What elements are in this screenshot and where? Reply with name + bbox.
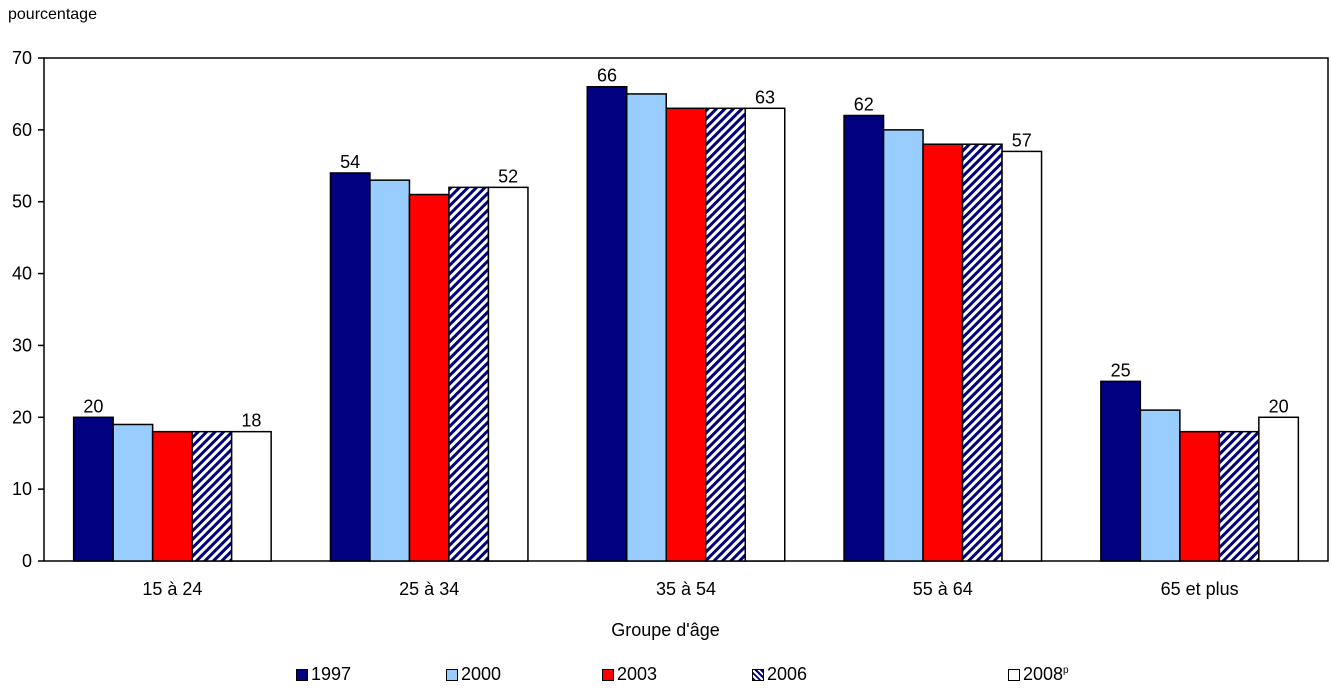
legend-item-2006: 2006 <box>752 664 807 685</box>
legend-item-1997: 1997 <box>296 664 351 685</box>
data-label: 66 <box>597 66 617 86</box>
bar-2000-3 <box>882 129 924 562</box>
y-tick-label: 70 <box>12 48 32 68</box>
y-tick-label: 30 <box>12 335 32 355</box>
x-axis-title: Groupe d'âge <box>611 620 720 640</box>
bar-1997-1 <box>329 172 371 562</box>
y-tick-label: 40 <box>12 264 32 284</box>
legend-swatch <box>1008 668 1020 681</box>
legend-label: 2006 <box>767 664 808 684</box>
y-axis-title: pourcentage <box>8 6 97 23</box>
bar-2008-0 <box>230 430 272 562</box>
bar-2000-4 <box>1139 409 1181 562</box>
bar-2000-0 <box>112 423 154 562</box>
bar-1997-3 <box>843 114 885 562</box>
data-label: 52 <box>498 166 518 186</box>
bar-1997-2 <box>586 85 628 562</box>
bar-2008-2 <box>744 107 786 562</box>
data-label: 20 <box>83 396 103 416</box>
data-label: 25 <box>1111 360 1131 380</box>
y-tick-label: 60 <box>12 120 32 140</box>
bar-2006-0 <box>191 430 233 562</box>
legend-label: 2003 <box>617 664 658 684</box>
data-label: 18 <box>241 411 261 431</box>
legend-item-2003: 2003 <box>602 664 657 685</box>
bar-2006-1 <box>448 186 490 562</box>
legend-swatch <box>602 668 614 681</box>
legend-swatch <box>296 668 308 681</box>
bar-2006-3 <box>961 143 1003 562</box>
bar-1997-4 <box>1100 380 1142 562</box>
data-label: 20 <box>1269 396 1289 416</box>
x-tick-label: 65 et plus <box>1161 579 1239 599</box>
x-tick-label: 15 à 24 <box>142 579 202 599</box>
data-label: 57 <box>1012 130 1032 150</box>
x-tick-label: 25 à 34 <box>399 579 459 599</box>
y-tick-label: 20 <box>12 407 32 427</box>
legend-swatch <box>752 668 764 681</box>
legend-swatch <box>446 668 458 681</box>
data-label: 54 <box>340 152 360 172</box>
y-tick-label: 0 <box>22 551 32 571</box>
y-tick-label: 50 <box>12 192 32 212</box>
bar-2008-1 <box>487 186 529 562</box>
bar-2000-2 <box>626 93 667 562</box>
bar-2000-1 <box>369 179 411 562</box>
data-label: 62 <box>854 94 874 114</box>
legend-label: 2008p <box>1023 664 1069 684</box>
bar-2008-4 <box>1258 416 1300 562</box>
legend-label: 2000 <box>461 664 502 684</box>
bar-1997-0 <box>72 416 114 562</box>
legend: 1997 2000 2003 2006 2008p <box>0 664 1331 688</box>
x-tick-label: 35 à 54 <box>656 579 716 599</box>
legend-item-2000: 2000 <box>446 664 501 685</box>
legend-item-2008: 2008p <box>1008 664 1069 685</box>
y-tick-label: 10 <box>12 479 32 499</box>
bar-2003-0 <box>151 430 193 562</box>
bar-2003-2 <box>665 107 707 562</box>
data-label: 63 <box>755 87 775 107</box>
bar-2003-1 <box>408 193 450 562</box>
bar-2006-4 <box>1218 430 1260 562</box>
bar-2008-3 <box>1001 150 1043 562</box>
bar-2003-4 <box>1179 430 1221 562</box>
x-tick-label: 55 à 64 <box>913 579 973 599</box>
bar-2006-2 <box>705 107 746 562</box>
bar-2003-3 <box>922 143 964 562</box>
legend-label: 1997 <box>311 664 352 684</box>
